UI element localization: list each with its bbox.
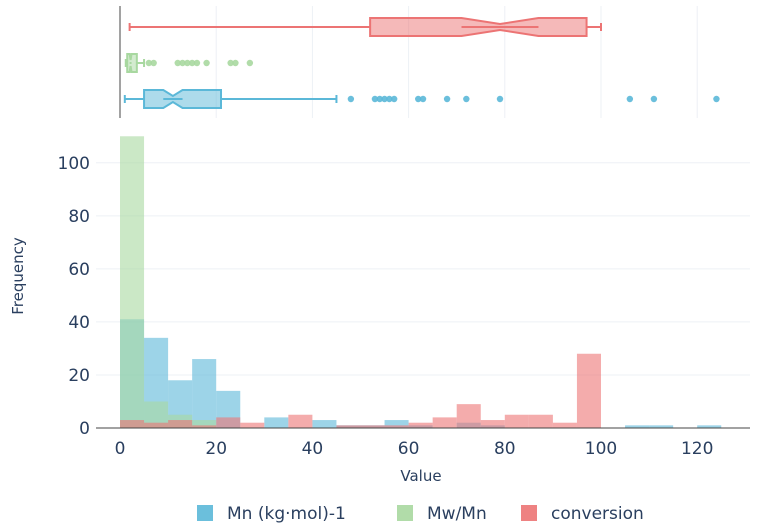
legend-label: conversion (551, 504, 644, 524)
legend-swatch (397, 505, 413, 521)
y-tick-label: 80 (68, 207, 90, 227)
histogram-bar (552, 422, 577, 428)
x-axis-title: Value (400, 467, 441, 485)
outlier-point (232, 59, 239, 67)
outlier-point (626, 95, 634, 103)
histogram-bar (264, 417, 289, 428)
histogram-bar (192, 425, 217, 428)
legend-swatch (197, 505, 213, 521)
outlier-point (150, 59, 157, 67)
outlier-point (496, 95, 504, 103)
histogram-bar (384, 420, 409, 428)
histogram-bar (216, 417, 241, 428)
outlier-point (419, 95, 427, 103)
outlier-point (713, 95, 720, 103)
y-axis-title: Frequency (9, 237, 27, 315)
outlier-point (347, 95, 355, 103)
y-tick-label: 40 (68, 313, 90, 333)
histogram-bar (192, 359, 217, 428)
x-tick-label: 120 (681, 439, 713, 459)
histogram-bar (649, 425, 674, 428)
y-tick-label: 60 (68, 260, 90, 280)
histogram-bar (288, 414, 313, 428)
y-tick-label: 20 (68, 366, 90, 386)
outlier-point (390, 95, 398, 103)
x-tick-label: 80 (494, 439, 516, 459)
histogram-bar (192, 420, 217, 428)
histogram-bar (360, 425, 385, 428)
outlier-point (415, 95, 422, 103)
histogram-bar (432, 417, 457, 428)
legend-swatch (521, 505, 537, 521)
outlier-point (174, 59, 181, 67)
outlier-point (203, 59, 210, 67)
histogram-bar (312, 420, 337, 428)
outlier-point (463, 95, 470, 103)
outlier-point (381, 95, 388, 103)
outlier-point (386, 95, 393, 103)
outlier-point (650, 95, 658, 103)
x-tick-label: 20 (205, 439, 227, 459)
histogram-bar (408, 422, 433, 428)
legend: Mn (kg·mol)-1 Mw/Mn conversion (197, 504, 644, 524)
histogram-bar (120, 136, 145, 428)
legend-label: Mn (kg·mol)-1 (227, 504, 346, 524)
outlier-point (184, 59, 191, 67)
histogram-bar (240, 422, 265, 428)
x-tick-label: 60 (398, 439, 420, 459)
notched-box (126, 53, 138, 73)
histogram-bar (625, 425, 650, 428)
outlier-point (246, 59, 254, 67)
histogram-bar (456, 404, 481, 428)
outlier-point (227, 59, 234, 67)
histogram-bar (697, 425, 722, 428)
histogram-bar (504, 414, 529, 428)
marginal-box-plots (123, 17, 720, 109)
histogram-bar (576, 353, 601, 428)
legend-label: Mw/Mn (427, 504, 487, 524)
outlier-point (443, 95, 451, 103)
histogram-bar (144, 422, 169, 428)
y-tick-label: 0 (79, 419, 90, 439)
histogram-bar (480, 420, 505, 428)
outlier-point (145, 59, 153, 67)
outlier-point (371, 95, 379, 103)
histogram-bar (120, 420, 145, 428)
histogram-bar (336, 425, 361, 428)
outlier-point (179, 59, 186, 67)
histogram-bars (120, 136, 722, 428)
x-tick-label: 100 (585, 439, 617, 459)
histogram-bar (528, 414, 553, 428)
histogram-bar (168, 420, 193, 428)
histogram-bar (384, 425, 409, 428)
x-tick-label: 0 (115, 439, 126, 459)
x-tick-label: 40 (302, 439, 324, 459)
axes: 0 20 40 60 80 100 0 20 40 60 80 100 120 (58, 6, 750, 459)
outlier-point (193, 59, 201, 67)
outlier-point (188, 59, 196, 67)
y-tick-label: 100 (58, 154, 90, 174)
outlier-point (376, 95, 383, 103)
